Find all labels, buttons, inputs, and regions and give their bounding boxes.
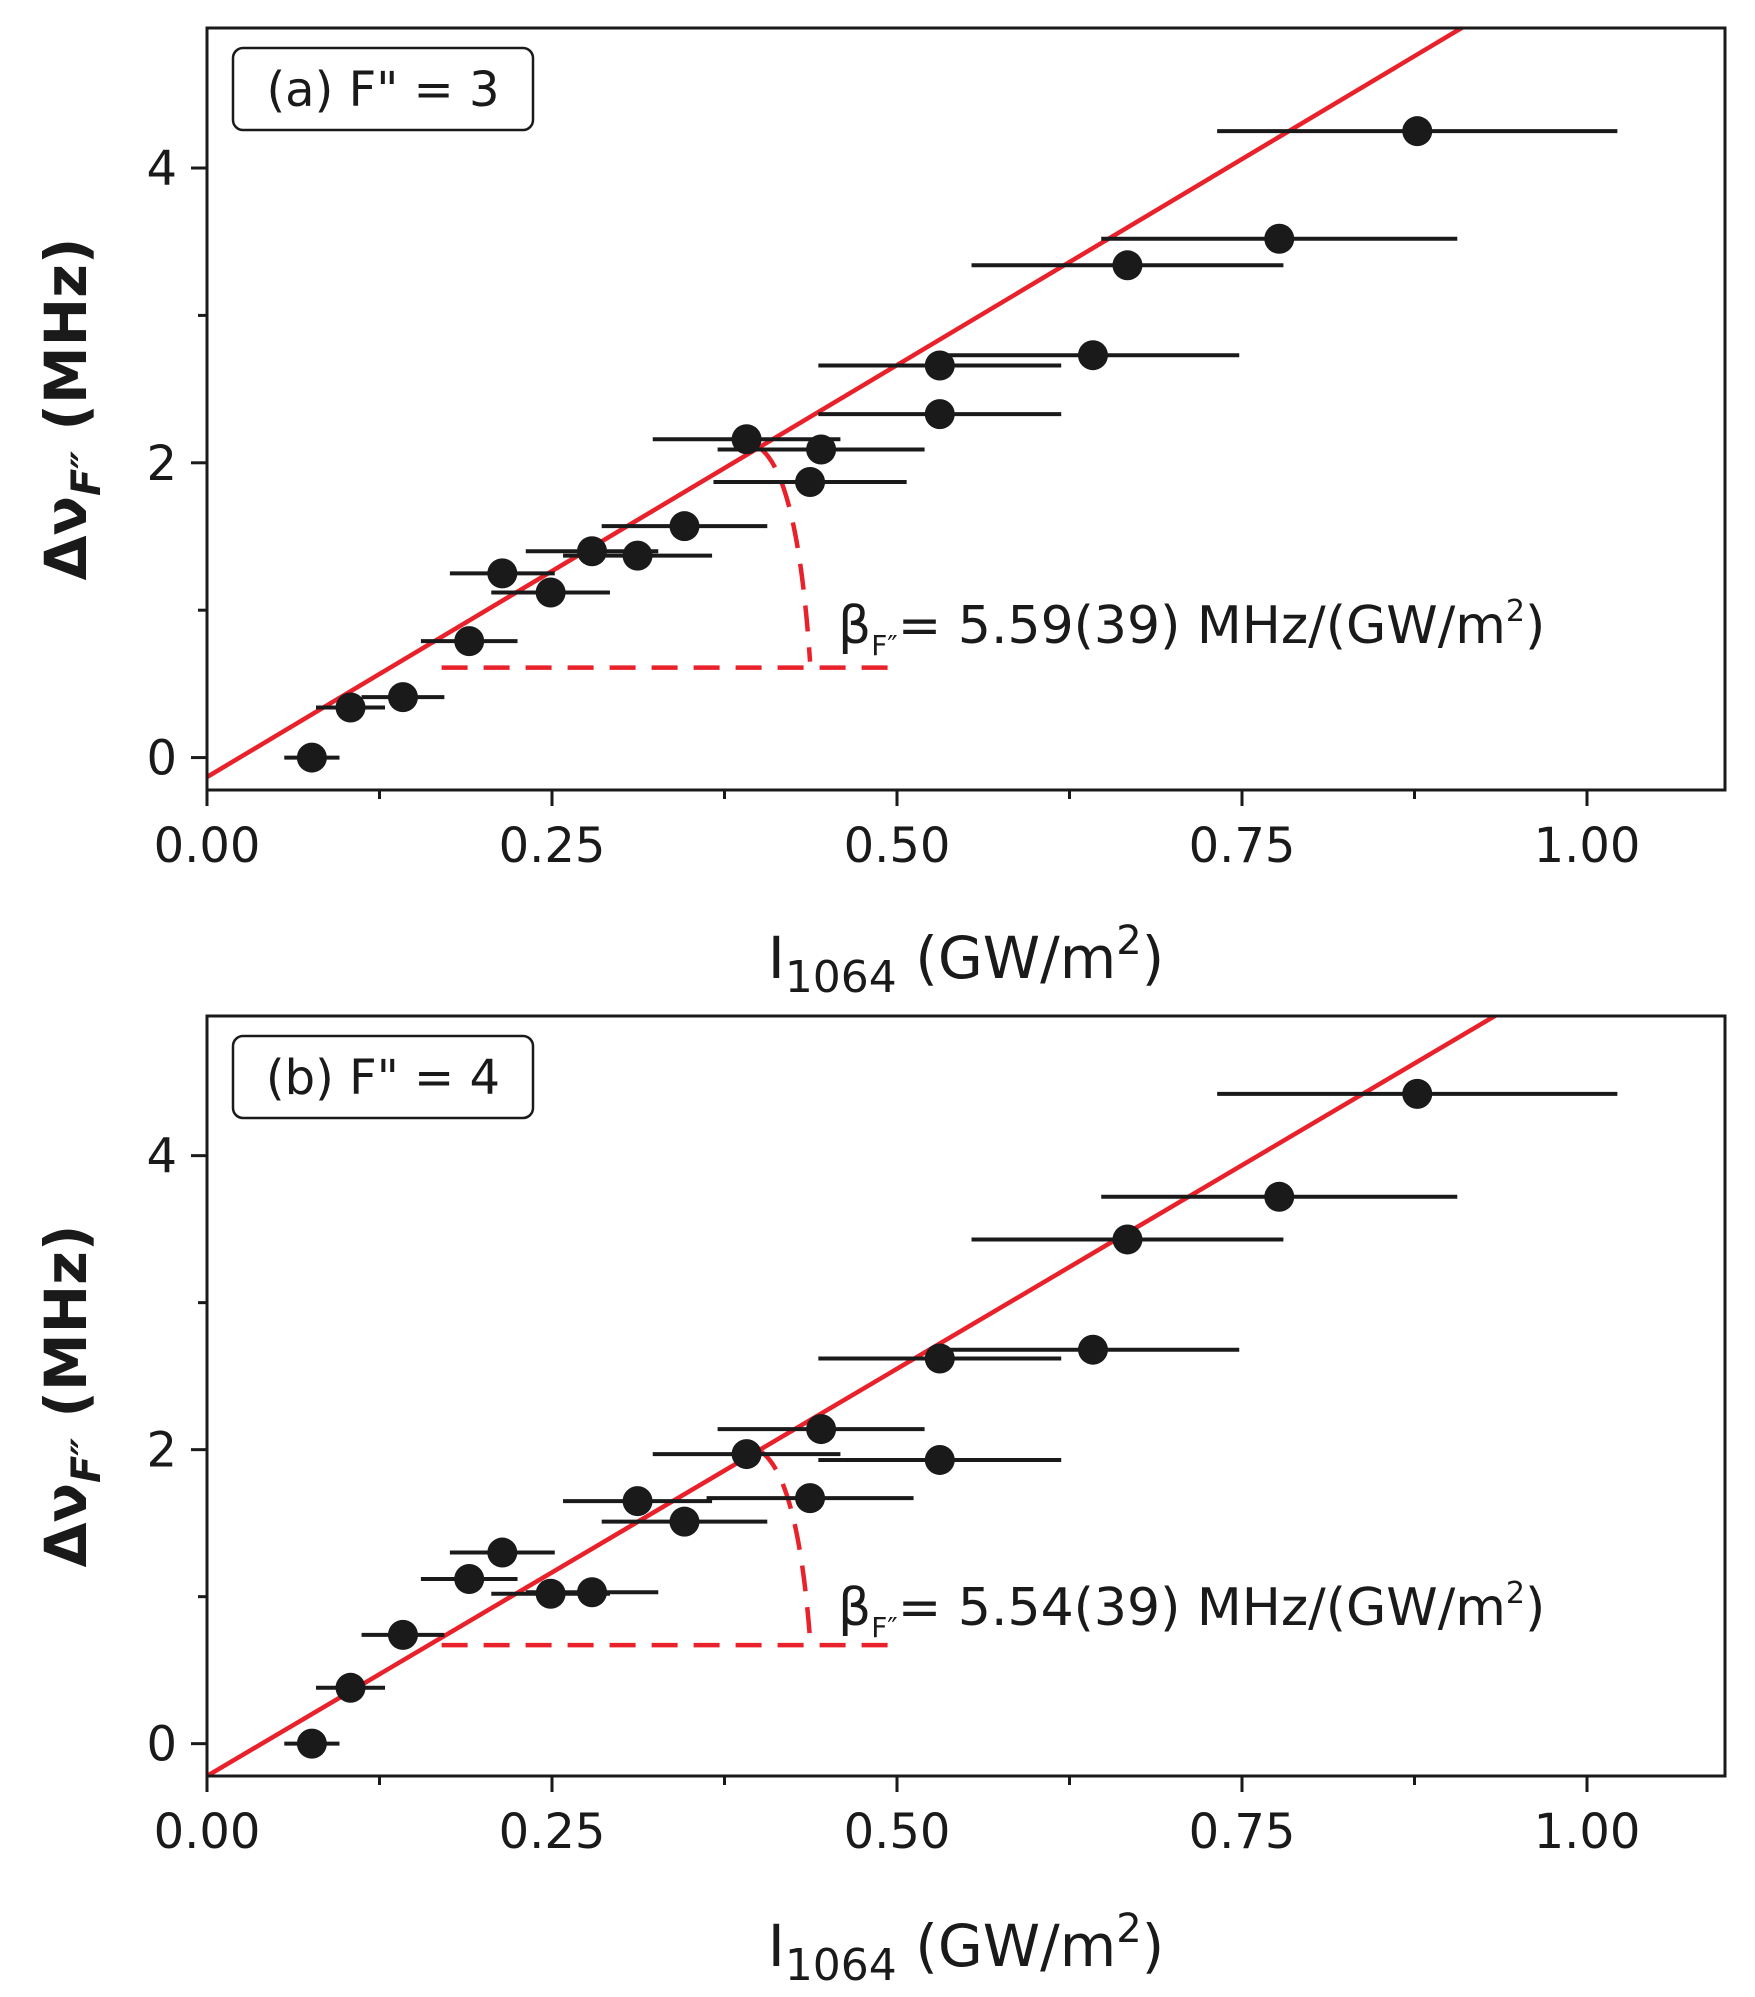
data-point — [1112, 250, 1143, 281]
x-axis-label-sup: 2 — [1116, 918, 1141, 964]
data-point — [296, 742, 327, 773]
data-point — [795, 1483, 826, 1514]
data-point — [731, 424, 762, 455]
fit-line — [207, 1016, 1500, 1776]
annotation-sup: 2 — [1506, 1576, 1525, 1611]
x-tick-label: 0.75 — [1189, 1804, 1296, 1860]
annotation-sub: F″ — [871, 1611, 898, 1644]
data-point — [577, 1577, 608, 1608]
y-tick-label: 2 — [146, 1423, 177, 1479]
y-axis-label-sub: F″ — [64, 451, 110, 496]
x-axis-label-sub: 1064 — [785, 952, 897, 1003]
annotation-beta: β — [838, 1578, 871, 1638]
data-point — [296, 1728, 327, 1759]
annotation-close: ) — [1525, 596, 1545, 656]
annotation-sub: F″ — [871, 629, 898, 662]
slope-guide-arc — [757, 1448, 813, 1640]
data-point — [924, 399, 955, 430]
data-point — [487, 558, 518, 589]
x-tick-label: 1.00 — [1534, 1804, 1641, 1860]
annotation-sup: 2 — [1506, 594, 1525, 629]
x-axis-label-main: I — [768, 1912, 785, 1980]
annotation-value: = 5.54(39) MHz/(GW/m — [898, 1578, 1506, 1638]
data-point — [1077, 1334, 1108, 1365]
slope-annotation: βF″= 5.54(39) MHz/(GW/m2) — [838, 1576, 1545, 1644]
y-axis-label-sub: F″ — [64, 1438, 110, 1483]
x-axis-label: I1064 (GW/m2) — [768, 918, 1165, 1003]
x-axis-label-unit: (GW/m — [897, 1912, 1116, 1980]
plot-frame — [205, 26, 1727, 792]
data-point — [577, 536, 608, 567]
data-point — [535, 1578, 566, 1609]
y-axis-label-unit: (MHz) — [32, 238, 100, 451]
annotation-beta: β — [838, 596, 871, 656]
y-axis-label-main: Δν — [32, 496, 100, 580]
panel-label-box — [231, 46, 535, 132]
data-point — [924, 350, 955, 381]
x-tick-label: 0.50 — [844, 1804, 951, 1860]
x-axis-label-main: I — [768, 924, 785, 992]
y-tick-label: 4 — [146, 141, 177, 197]
data-point — [454, 1564, 485, 1595]
panel-label: (a) F" = 3 — [266, 62, 499, 118]
y-tick-label: 4 — [146, 1129, 177, 1185]
x-tick-label: 0.75 — [1189, 818, 1296, 874]
x-tick-label: 0.25 — [499, 1804, 606, 1860]
x-axis-label: I1064 (GW/m2) — [768, 1906, 1165, 1991]
y-axis-label: ΔνF″ (MHz) — [32, 238, 110, 581]
data-point — [1402, 116, 1433, 147]
y-tick-label: 2 — [146, 436, 177, 492]
annotation-value: = 5.59(39) MHz/(GW/m — [898, 596, 1506, 656]
annotation-close: ) — [1525, 1578, 1545, 1638]
data-point — [731, 1439, 762, 1470]
data-point — [669, 511, 700, 542]
data-point — [387, 682, 418, 713]
x-axis-label-sub: 1064 — [785, 1940, 897, 1991]
data-point — [454, 626, 485, 657]
y-axis-label-main: Δν — [32, 1483, 100, 1567]
x-tick-label: 0.50 — [844, 818, 951, 874]
x-tick-label: 1.00 — [1534, 818, 1641, 874]
panel-label: (b) F" = 4 — [266, 1050, 500, 1106]
x-tick-label: 0.00 — [154, 1804, 261, 1860]
data-point — [622, 540, 653, 571]
x-axis-label-unit: (GW/m — [897, 924, 1116, 992]
fit-line — [207, 28, 1466, 779]
data-point — [1077, 340, 1108, 371]
data-point — [335, 692, 366, 723]
y-axis-label: ΔνF″ (MHz) — [32, 1225, 110, 1568]
slope-guide-arc — [757, 445, 813, 662]
slope-annotation: βF″= 5.59(39) MHz/(GW/m2) — [838, 594, 1545, 662]
data-point — [387, 1619, 418, 1650]
panel-label-box — [231, 1034, 535, 1120]
y-tick-label: 0 — [146, 1717, 177, 1773]
data-point — [1112, 1224, 1143, 1255]
data-point — [1402, 1078, 1433, 1109]
data-point — [335, 1672, 366, 1703]
plot-frame — [205, 1014, 1727, 1778]
data-point — [795, 466, 826, 497]
x-tick-label: 0.25 — [499, 818, 606, 874]
y-tick-label: 0 — [146, 731, 177, 787]
data-point — [1264, 223, 1295, 254]
data-point — [669, 1506, 700, 1537]
x-tick-label: 0.00 — [154, 818, 261, 874]
data-point — [622, 1486, 653, 1517]
data-point — [924, 1343, 955, 1374]
x-axis-label-close: ) — [1142, 1912, 1165, 1980]
data-point — [806, 434, 837, 465]
data-point — [806, 1414, 837, 1445]
y-axis-label-unit: (MHz) — [32, 1225, 100, 1438]
data-point — [487, 1537, 518, 1568]
data-point — [535, 577, 566, 608]
data-point — [924, 1444, 955, 1475]
data-point — [1264, 1181, 1295, 1212]
x-axis-label-close: ) — [1142, 924, 1165, 992]
x-axis-label-sup: 2 — [1116, 1906, 1141, 1952]
